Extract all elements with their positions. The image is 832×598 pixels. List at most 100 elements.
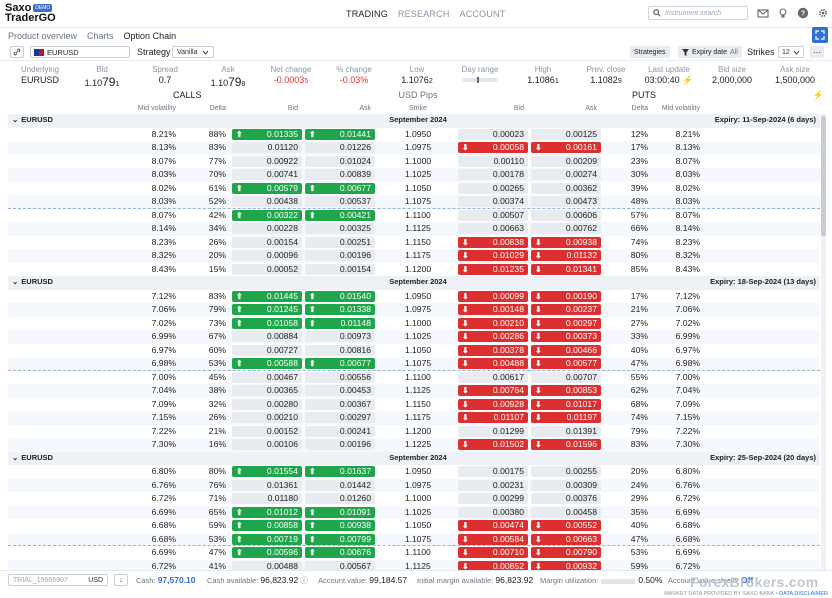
nav-account[interactable]: ACCOUNT [459,9,506,19]
call-bid-button[interactable]: 0.00096 [232,250,302,261]
put-ask-button[interactable]: ⬇ 0.00297 [531,317,601,329]
put-ask-button[interactable]: ⬇ 0.00932 [531,560,601,570]
call-bid-button[interactable]: 0.00488 [232,560,302,570]
data-disclaimer-link[interactable]: DATA DISCLAIMER [779,591,828,597]
group-toggle[interactable]: ⌄ EURUSD [12,277,53,286]
put-bid-button[interactable]: 0.00175 [458,466,528,477]
put-ask-button[interactable]: ⬇ 0.00466 [531,344,601,356]
put-ask-button[interactable]: ⬇ 0.00237 [531,304,601,315]
put-ask-button[interactable]: 0.00606 [531,209,601,221]
lightbulb-icon[interactable] [777,7,789,19]
call-bid-button[interactable]: ⬆ 0.00588 [232,358,302,369]
call-bid-button[interactable]: ⬆ 0.01335 [232,128,302,140]
call-ask-button[interactable]: ⬆ 0.00938 [305,520,375,531]
quote-ask[interactable]: Ask 1.10798 [193,65,263,89]
call-ask-button[interactable]: 0.00556 [305,371,375,383]
call-bid-button[interactable]: 0.00106 [232,439,302,450]
put-ask-button[interactable]: 0.00762 [531,223,601,234]
strategy-select[interactable]: Vanilla [172,46,214,58]
call-ask-button[interactable]: 0.01226 [305,142,375,153]
put-bid-button[interactable]: 0.00507 [458,209,528,221]
call-ask-button[interactable]: 0.01442 [305,479,375,491]
call-ask-button[interactable]: ⬆ 0.01091 [305,506,375,518]
put-ask-button[interactable]: 0.01391 [531,425,601,437]
link-button[interactable] [10,46,24,58]
put-ask-button[interactable]: ⬇ 0.00373 [531,331,601,342]
call-ask-button[interactable]: ⬆ 0.00677 [305,358,375,369]
call-bid-button[interactable]: 0.01180 [232,493,302,504]
more-options-button[interactable]: ⋯ [810,46,824,58]
call-bid-button[interactable]: 0.00741 [232,169,302,180]
call-ask-button[interactable]: 0.00973 [305,331,375,342]
settings-icon[interactable] [817,7,829,19]
search-input[interactable]: Instrument search [648,6,748,20]
mail-icon[interactable] [757,7,769,19]
put-bid-button[interactable]: 0.00663 [458,223,528,234]
col-mid-vol-puts[interactable]: Mid volatility [661,105,700,112]
put-bid-button[interactable]: ⬇ 0.01235 [458,263,528,275]
put-bid-button[interactable]: ⬇ 0.01502 [458,439,528,450]
scrollbar-thumb[interactable] [821,116,826,236]
call-ask-button[interactable]: 0.00196 [305,250,375,261]
put-ask-button[interactable]: 0.00376 [531,493,601,504]
col-bid-calls[interactable]: Bid [287,105,298,112]
put-ask-button[interactable]: ⬇ 0.00577 [531,358,601,369]
put-bid-button[interactable]: ⬇ 0.00148 [458,304,528,315]
call-ask-button[interactable]: ⬆ 0.01148 [305,317,375,329]
call-ask-button[interactable]: ⬆ 0.00799 [305,533,375,545]
put-bid-button[interactable]: ⬇ 0.00584 [458,533,528,545]
call-bid-button[interactable]: ⬆ 0.01012 [232,506,302,518]
put-ask-button[interactable]: ⬇ 0.01132 [531,250,601,261]
col-strike[interactable]: Strike [409,105,427,112]
call-bid-button[interactable]: 0.00210 [232,412,302,423]
strategies-button[interactable]: Strategies [630,46,670,58]
put-ask-button[interactable]: ⬇ 0.01341 [531,263,601,275]
info-icon[interactable]: ⓘ [300,576,308,585]
call-bid-button[interactable]: 0.00467 [232,371,302,383]
call-bid-button[interactable]: ⬆ 0.00579 [232,182,302,194]
put-ask-button[interactable]: 0.00125 [531,128,601,140]
put-ask-button[interactable]: ⬇ 0.00790 [531,547,601,558]
call-ask-button[interactable]: ⬆ 0.01338 [305,304,375,315]
call-ask-button[interactable]: 0.00297 [305,412,375,423]
put-ask-button[interactable]: ⬇ 0.00552 [531,520,601,531]
put-bid-button[interactable]: ⬇ 0.00928 [458,398,528,410]
call-bid-button[interactable]: 0.01120 [232,142,302,153]
account-details-button[interactable]: ↓ [114,574,128,586]
put-ask-button[interactable]: 0.00309 [531,479,601,491]
group-toggle[interactable]: ⌄ EURUSD [12,115,53,124]
put-bid-button[interactable]: ⬇ 0.01029 [458,250,528,261]
put-ask-button[interactable]: ⬇ 0.01197 [531,412,601,423]
put-bid-button[interactable]: 0.00110 [458,155,528,167]
expiry-group-header[interactable]: ⌄ EURUSD September 2024 Expiry: 25-Sep-2024… [8,451,820,465]
put-bid-button[interactable]: ⬇ 0.00378 [458,344,528,356]
call-bid-button[interactable]: 0.00052 [232,263,302,275]
call-bid-button[interactable]: ⬆ 0.00858 [232,520,302,531]
put-bid-button[interactable]: ⬇ 0.00488 [458,358,528,369]
call-ask-button[interactable]: ⬆ 0.01540 [305,290,375,302]
expand-button[interactable] [812,27,828,43]
call-ask-button[interactable]: 0.00367 [305,398,375,410]
quote-bid[interactable]: Bid 1.10791 [67,65,137,89]
expiry-filter-button[interactable]: Expiry date All [678,46,742,58]
call-bid-button[interactable]: ⬆ 0.01445 [232,290,302,302]
put-bid-button[interactable]: ⬇ 0.00710 [458,547,528,558]
call-ask-button[interactable]: 0.00154 [305,263,375,275]
call-ask-button[interactable]: 0.01024 [305,155,375,167]
expiry-group-header[interactable]: ⌄ EURUSD September 2024 Expiry: 11-Sep-2024… [8,114,820,128]
col-delta-puts[interactable]: Delta [631,105,648,112]
tab-option-chain[interactable]: Option Chain [123,30,177,41]
put-bid-button[interactable]: 0.00374 [458,196,528,207]
put-ask-button[interactable]: 0.00209 [531,155,601,167]
put-ask-button[interactable]: 0.00458 [531,506,601,518]
put-ask-button[interactable]: 0.00707 [531,371,601,383]
call-ask-button[interactable]: 0.00325 [305,223,375,234]
put-ask-button[interactable]: 0.00274 [531,169,601,180]
grid-scrollbar[interactable] [821,114,826,570]
strikes-select[interactable]: 12 [778,46,804,58]
call-ask-button[interactable]: 0.00567 [305,560,375,570]
put-bid-button[interactable]: 0.00023 [458,128,528,140]
call-bid-button[interactable]: ⬆ 0.00596 [232,547,302,558]
put-bid-button[interactable]: ⬇ 0.00210 [458,317,528,329]
call-bid-button[interactable]: 0.00280 [232,398,302,410]
